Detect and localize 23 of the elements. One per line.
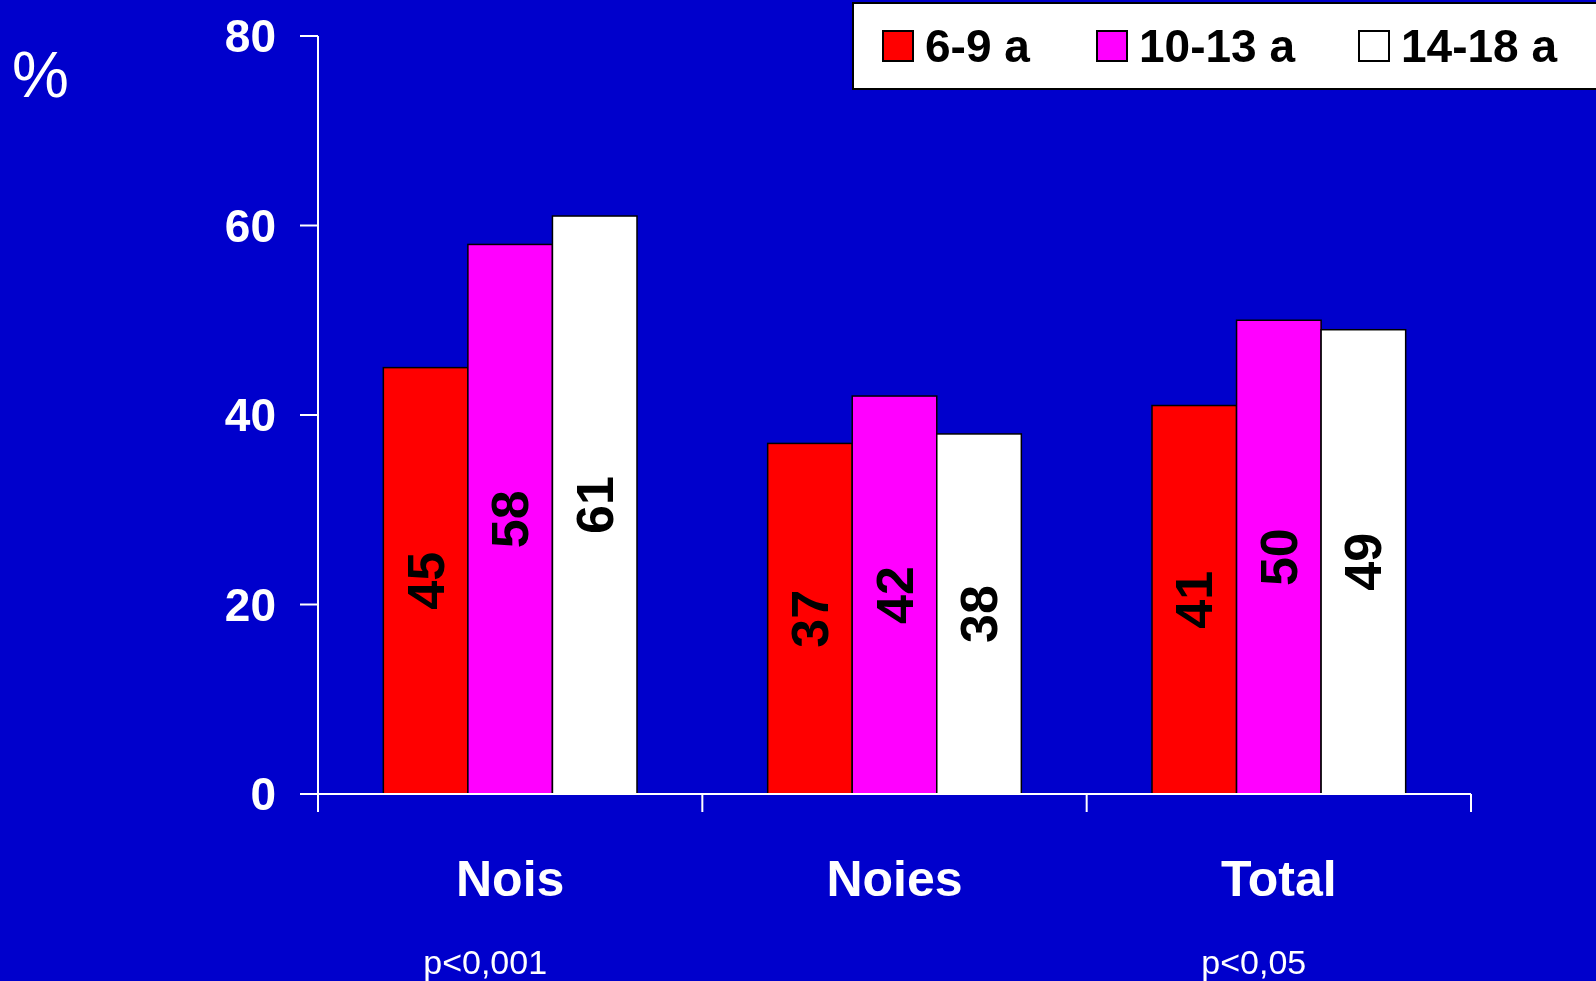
legend-label: 14-18 a	[1401, 20, 1558, 72]
data-label: 50	[1249, 528, 1308, 587]
data-label: 42	[865, 566, 924, 624]
text: p<0,05	[1201, 943, 1307, 981]
text: p<0,001	[423, 943, 548, 981]
data-label: 37	[780, 589, 839, 648]
x-tick-label: Nois	[455, 851, 565, 907]
data-label: 49	[1334, 532, 1393, 591]
y-tick-label: 60	[224, 199, 276, 252]
data-label: 38	[950, 585, 1009, 643]
y-tick-label: 80	[224, 10, 276, 62]
data-label: 41	[1165, 570, 1224, 629]
legend-label: 10-13 a	[1139, 20, 1296, 72]
y-tick-label: 40	[224, 389, 276, 441]
y-tick-label: 0	[250, 768, 276, 820]
data-label: 45	[396, 551, 455, 610]
x-tick-label: Noies	[826, 851, 963, 907]
data-label: 58	[481, 490, 540, 549]
legend-label: 6-9 a	[925, 20, 1031, 72]
y-tick-label: 20	[224, 578, 276, 631]
x-tick-label: Total	[1220, 851, 1337, 907]
data-label: 61	[565, 476, 624, 534]
y-axis-title: %	[12, 39, 69, 111]
